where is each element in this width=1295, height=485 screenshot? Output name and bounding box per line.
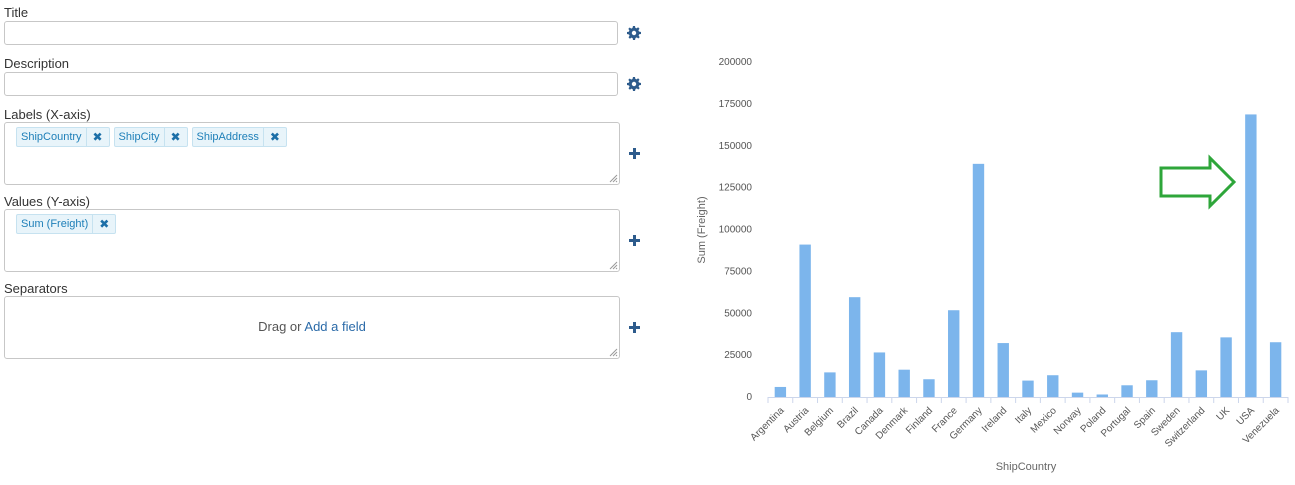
description-label: Description — [4, 56, 70, 71]
bar-norway[interactable] — [1071, 392, 1084, 397]
bar-france[interactable] — [948, 310, 960, 397]
y-tick-label: 100000 — [719, 225, 753, 236]
drag-text: Drag or — [258, 319, 302, 334]
remove-icon[interactable]: ✖ — [92, 215, 115, 233]
values-drop-area[interactable]: Sum (Freight) ✖ — [4, 209, 620, 272]
add-field-link[interactable]: Add a field — [304, 319, 366, 334]
labels-drop-area[interactable]: ShipCountry ✖ ShipCity ✖ ShipAddress ✖ — [4, 122, 620, 185]
add-label-button[interactable] — [626, 145, 642, 161]
x-tick-label: Finland — [904, 405, 935, 436]
y-tick-label: 75000 — [724, 266, 752, 277]
y-tick-label: 200000 — [719, 57, 753, 68]
title-settings-button[interactable] — [626, 25, 642, 41]
resize-grip-icon[interactable] — [608, 260, 618, 270]
y-tick-label: 0 — [746, 392, 752, 403]
bar-argentina[interactable] — [774, 386, 787, 397]
remove-icon[interactable]: ✖ — [262, 128, 286, 146]
add-value-button[interactable] — [626, 232, 642, 248]
plus-icon — [628, 234, 640, 246]
field-chip-shipaddress[interactable]: ShipAddress ✖ — [191, 127, 287, 147]
bar-mexico[interactable] — [1047, 375, 1059, 397]
bar-venezuela[interactable] — [1269, 342, 1282, 397]
gear-icon — [627, 26, 641, 40]
chip-label: ShipCity — [118, 131, 160, 143]
bar-belgium[interactable] — [824, 372, 836, 397]
chip-label: ShipAddress — [196, 131, 259, 143]
bar-switzerland[interactable] — [1195, 370, 1208, 397]
field-chip-shipcountry[interactable]: ShipCountry ✖ — [16, 127, 110, 147]
description-settings-button[interactable] — [626, 76, 642, 92]
plus-icon — [628, 147, 640, 159]
separators-label: Separators — [4, 281, 68, 296]
remove-icon[interactable]: ✖ — [163, 128, 187, 146]
y-tick-label: 50000 — [724, 308, 752, 319]
y-tick-label: 175000 — [719, 99, 753, 110]
arrow-right-icon — [1159, 154, 1237, 210]
bar-ireland[interactable] — [997, 343, 1009, 397]
bar-sweden[interactable] — [1170, 332, 1183, 397]
bar-uk[interactable] — [1220, 337, 1232, 397]
x-tick-label: Norway — [1052, 405, 1084, 437]
resize-grip-icon[interactable] — [608, 347, 618, 357]
x-tick-label: Italy — [1013, 405, 1034, 426]
bar-italy[interactable] — [1022, 380, 1034, 397]
bar-poland[interactable] — [1096, 394, 1108, 397]
y-tick-label: 150000 — [719, 141, 753, 152]
bar-canada[interactable] — [873, 352, 886, 397]
bar-portugal[interactable] — [1121, 385, 1133, 397]
gear-icon — [627, 77, 641, 91]
remove-icon[interactable]: ✖ — [85, 128, 109, 146]
values-yaxis-label: Values (Y-axis) — [4, 194, 90, 209]
drop-placeholder: Drag or Add a field — [5, 319, 619, 334]
labels-xaxis-label: Labels (X-axis) — [4, 107, 91, 122]
bar-germany[interactable] — [972, 163, 985, 397]
resize-grip-icon[interactable] — [608, 173, 618, 183]
bar-chart: 0 25000 50000 75000 100000 125000 150000 175000… — [696, 57, 1289, 473]
field-chip-sum-freight[interactable]: Sum (Freight) ✖ — [16, 214, 117, 234]
bar-usa[interactable] — [1245, 114, 1257, 398]
x-axis-title: ShipCountry — [996, 461, 1057, 473]
y-tick-label: 125000 — [719, 183, 753, 194]
bar-finland[interactable] — [923, 379, 935, 397]
x-tick-label: Argentina — [748, 405, 786, 443]
add-separator-button[interactable] — [626, 319, 642, 335]
title-label: Title — [4, 5, 29, 20]
y-axis-title: Sum (Freight) — [696, 196, 708, 263]
title-input[interactable] — [4, 21, 618, 45]
description-input[interactable] — [4, 72, 618, 96]
bar-brazil[interactable] — [848, 297, 861, 397]
plus-icon — [628, 321, 640, 333]
chip-label: ShipCountry — [21, 131, 82, 143]
y-tick-label: 25000 — [724, 350, 752, 361]
field-chip-shipcity[interactable]: ShipCity ✖ — [113, 127, 188, 147]
x-tick-label: Ireland — [980, 405, 1009, 434]
chip-label: Sum (Freight) — [21, 218, 89, 230]
x-tick-label: UK — [1215, 405, 1233, 423]
bar-spain[interactable] — [1146, 380, 1158, 397]
bar-austria[interactable] — [799, 244, 811, 397]
bar-denmark[interactable] — [898, 369, 910, 397]
separators-drop-area[interactable]: Drag or Add a field — [4, 296, 620, 359]
